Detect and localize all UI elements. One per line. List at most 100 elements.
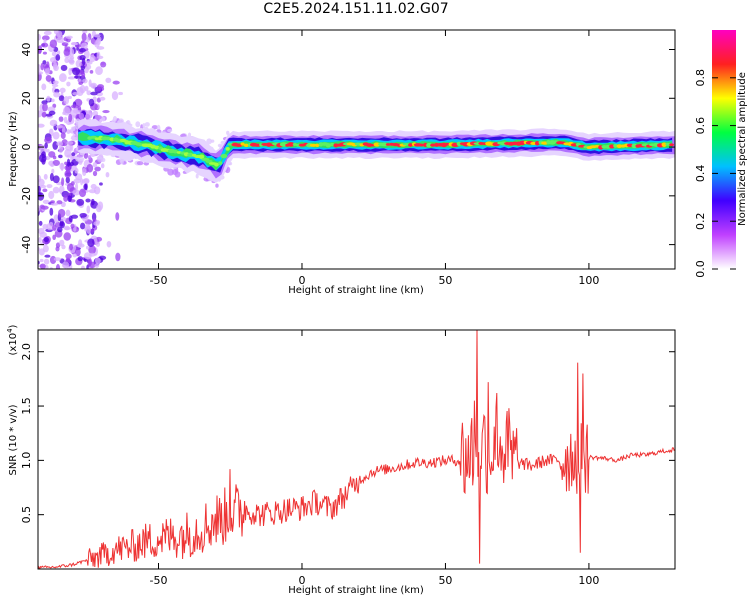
noise-blob xyxy=(61,244,66,250)
spectrogram-panel: -50 0 50 100 -40 -20 0 20 40 Height of straight… xyxy=(8,29,676,296)
ridge-core xyxy=(426,142,433,148)
noise-blob xyxy=(90,91,98,96)
noise-blob xyxy=(39,263,46,269)
noise-blob xyxy=(86,205,91,214)
x-tick-label: 50 xyxy=(438,274,452,287)
noise-blob xyxy=(99,182,103,186)
ridge-core xyxy=(314,143,320,148)
noise-blob xyxy=(142,123,146,129)
ridge-core xyxy=(218,161,223,166)
noise-blob xyxy=(72,253,78,258)
ridge-core xyxy=(408,143,413,147)
noise-blob xyxy=(115,212,120,221)
noise-blob xyxy=(96,51,101,59)
noise-blob xyxy=(68,59,75,65)
noise-blob xyxy=(135,121,141,128)
spectrogram-heatmap xyxy=(38,30,675,269)
noise-blob xyxy=(67,76,76,80)
noise-blob xyxy=(61,177,65,187)
noise-blob xyxy=(42,51,47,55)
ridge-core xyxy=(534,140,540,146)
y-tick-label: -40 xyxy=(20,236,33,254)
noise-blob xyxy=(46,184,53,189)
spectrogram-y-label: Frequency (Hz) xyxy=(8,111,19,187)
noise-blob xyxy=(89,69,94,74)
ridge-core xyxy=(330,142,335,147)
colorbar: 0.0 0.2 0.4 0.6 0.8 Normalized spectral ampl… xyxy=(694,30,748,278)
noise-blob xyxy=(93,186,101,195)
noise-blob xyxy=(58,145,64,154)
noise-blob xyxy=(41,35,50,41)
noise-blob xyxy=(115,252,121,262)
noise-blob xyxy=(45,74,52,82)
noise-blob xyxy=(94,166,101,172)
noise-blob xyxy=(87,155,92,160)
colorbar-ticks: 0.0 0.2 0.4 0.6 0.8 xyxy=(694,69,736,278)
colorbar-tick-label: 0.8 xyxy=(694,69,707,87)
noise-blob xyxy=(85,198,91,203)
noise-blob xyxy=(78,112,85,120)
noise-blob xyxy=(59,239,65,247)
noise-blob xyxy=(97,36,102,43)
colorbar-gradient xyxy=(712,30,736,269)
noise-blob xyxy=(66,182,75,192)
x-tick-label: -50 xyxy=(150,274,168,287)
noise-blob xyxy=(47,106,56,113)
noise-blob xyxy=(42,199,50,204)
noise-blob xyxy=(74,247,81,257)
y-tick-label: 40 xyxy=(20,43,33,57)
noise-blob xyxy=(88,189,97,194)
noise-blob xyxy=(38,220,43,226)
noise-blob xyxy=(38,237,42,243)
y-tick-label: 1.0 xyxy=(20,452,33,470)
noise-blob xyxy=(64,44,68,52)
noise-blob xyxy=(75,156,81,162)
noise-blob xyxy=(101,157,106,163)
x-tick-label: 0 xyxy=(298,274,305,287)
colorbar-tick-label: 0.6 xyxy=(694,117,707,135)
colorbar-label: Normalized spectral amplitude xyxy=(737,72,748,226)
ridge-core xyxy=(225,147,230,151)
noise-blob xyxy=(83,178,90,184)
noise-blob xyxy=(38,192,45,201)
noise-blob xyxy=(52,155,57,160)
noise-blob xyxy=(42,60,47,65)
noise-blob xyxy=(81,71,86,78)
noise-blob xyxy=(195,173,199,179)
y-tick-label: 20 xyxy=(20,91,33,105)
noise-blob xyxy=(94,40,100,48)
noise-blob xyxy=(71,42,79,46)
noise-blob xyxy=(66,129,71,134)
noise-blob xyxy=(53,91,61,98)
noise-blob xyxy=(102,109,110,114)
ridge-core xyxy=(519,140,526,146)
noise-blob xyxy=(86,225,91,234)
snr-panel: -50 0 50 100 0.5 1.0 1.5 2.0 Height of straigh… xyxy=(6,324,676,596)
noise-blob xyxy=(90,200,99,209)
noise-blob xyxy=(65,176,70,184)
noise-blob xyxy=(44,136,53,144)
noise-blob xyxy=(56,50,61,55)
noise-blob xyxy=(58,73,67,83)
ridge-core xyxy=(240,142,245,146)
spectrogram-y-axis: -40 -20 0 20 40 xyxy=(20,43,675,254)
noise-blob xyxy=(43,64,49,69)
noise-blob xyxy=(38,49,42,55)
noise-blob xyxy=(84,182,88,191)
noise-blob xyxy=(72,67,81,76)
ridge-core xyxy=(287,142,295,147)
ridge-core xyxy=(665,142,671,146)
ridge-cyan xyxy=(78,129,673,171)
noise-blob xyxy=(50,202,59,206)
noise-blob xyxy=(167,168,174,176)
noise-blob xyxy=(49,119,58,127)
noise-blob xyxy=(136,161,144,166)
noise-blob xyxy=(65,253,72,259)
noise-blob xyxy=(43,236,49,243)
noise-blob xyxy=(79,85,86,94)
ridge-core xyxy=(385,143,391,146)
noise-blob xyxy=(52,186,60,194)
noise-blob xyxy=(63,232,71,241)
noise-blob xyxy=(52,224,57,231)
